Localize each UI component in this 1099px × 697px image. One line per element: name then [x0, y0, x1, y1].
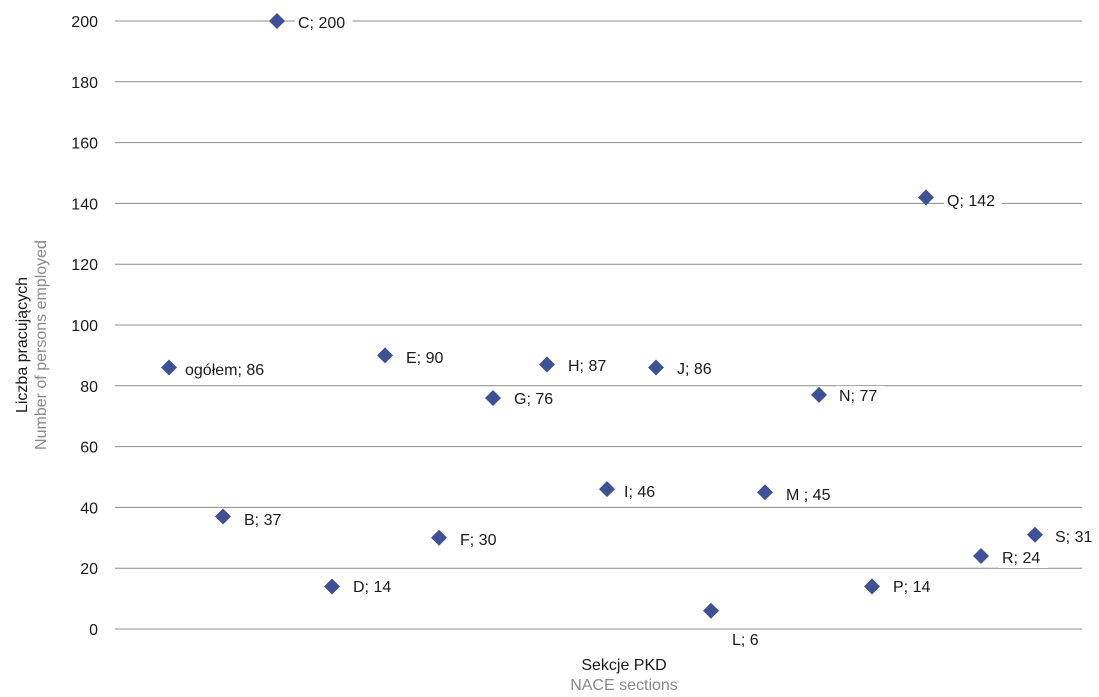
y-tick-label: 160	[71, 136, 98, 153]
grid-lines	[115, 20, 1082, 630]
y-axis-title-primary: Liczba pracujących	[14, 277, 31, 413]
data-label-B: B; 37	[244, 512, 281, 529]
data-label-background	[182, 360, 274, 380]
data-point-B	[215, 508, 231, 525]
data-label-E: E; 90	[406, 350, 443, 367]
data-label-background	[783, 485, 841, 505]
data-point-F	[431, 529, 447, 546]
data-label-G: G; 76	[514, 391, 553, 408]
data-label-background	[511, 389, 560, 409]
y-tick-label: 140	[71, 196, 98, 213]
y-axis-title-secondary: Number of persons employed	[33, 240, 50, 450]
data-point-G	[485, 389, 501, 406]
data-label-background	[457, 530, 506, 550]
data-label-S: S; 31	[1055, 529, 1092, 546]
data-label-P: P; 14	[893, 579, 930, 596]
y-axis-ticks: 0 20 40 60 80 100 120 140 160 180 200	[71, 14, 98, 639]
y-tick-label: 80	[80, 379, 98, 396]
y-tick-label: 200	[71, 14, 98, 31]
data-label-background	[674, 359, 723, 379]
y-tick-label: 60	[80, 440, 98, 457]
data-label-N: N; 77	[839, 388, 877, 405]
data-point-N	[811, 386, 827, 403]
data-label-background	[836, 386, 885, 406]
y-tick-label: 20	[80, 561, 98, 578]
data-labels: ogółem; 86 B; 37 C; 200 D; 14 E; 90 F; 30 G; 7…	[182, 13, 1099, 650]
data-label-background	[890, 577, 939, 597]
y-tick-label: 100	[71, 318, 98, 335]
data-label-background	[1052, 527, 1099, 547]
data-label-R: R; 24	[1002, 550, 1040, 567]
data-label-J: J; 86	[677, 361, 712, 378]
data-point-Q	[918, 189, 934, 206]
x-axis-title: Sekcje PKD NACE sections	[570, 657, 678, 694]
data-label-background	[350, 577, 399, 597]
y-tick-label: 40	[80, 500, 98, 517]
data-point-C	[269, 13, 285, 29]
data-label-background	[729, 630, 770, 650]
x-axis-title-primary: Sekcje PKD	[581, 657, 666, 674]
data-label-background	[295, 13, 353, 33]
data-label-M: M ; 45	[786, 487, 831, 504]
data-label-H: H; 87	[568, 358, 606, 375]
data-point-M	[757, 484, 773, 501]
data-point-S	[1027, 526, 1043, 543]
data-point-J	[648, 359, 664, 376]
data-point-ogółem	[161, 359, 177, 376]
data-label-background	[621, 482, 670, 502]
y-tick-label: 0	[89, 622, 98, 639]
data-point-D	[324, 578, 340, 595]
x-axis-title-secondary: NACE sections	[570, 677, 678, 694]
data-point-I	[599, 481, 615, 498]
y-tick-label: 180	[71, 75, 98, 92]
data-label-background	[999, 548, 1048, 568]
data-label-background	[241, 510, 290, 530]
y-tick-label: 120	[71, 257, 98, 274]
y-axis-title: Liczba pracujących Number of persons emp…	[14, 240, 50, 450]
data-points	[161, 13, 1043, 619]
data-label-Q: Q; 142	[947, 193, 995, 210]
data-label-background	[403, 348, 452, 368]
data-point-P	[864, 578, 880, 595]
data-point-R	[973, 548, 989, 565]
data-label-background	[944, 191, 1002, 211]
data-label-L: L; 6	[732, 632, 759, 649]
data-point-H	[539, 356, 555, 373]
data-label-ogółem: ogółem; 86	[185, 362, 264, 379]
data-label-I: I; 46	[624, 484, 655, 501]
data-point-L	[703, 602, 719, 619]
data-label-C: C; 200	[298, 15, 345, 32]
data-point-E	[377, 347, 393, 364]
data-label-D: D; 14	[353, 579, 391, 596]
data-label-F: F; 30	[460, 532, 497, 549]
data-label-background	[565, 356, 614, 376]
